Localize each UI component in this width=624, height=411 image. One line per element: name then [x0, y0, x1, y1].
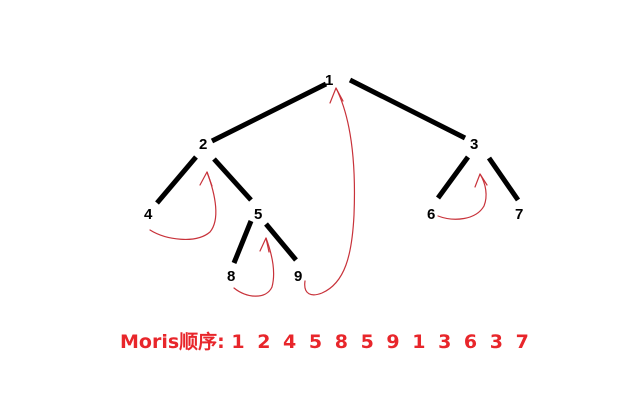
caption-label: Moris顺序:: [120, 331, 225, 353]
node-6: 6: [427, 206, 435, 223]
edge-5-8: [231, 220, 254, 264]
node-7: 7: [515, 206, 523, 223]
thread-arrowhead-6-to-3: [474, 173, 488, 188]
node-5: 5: [254, 206, 262, 223]
thread-arrowhead-8-to-5: [259, 237, 270, 253]
edge-1-3: [348, 77, 467, 141]
thread-arrow-9-to-1: [304, 87, 356, 296]
tree-nodes: 1 2 3 4 5 6 7 8 9: [144, 72, 523, 285]
tree-edges: [155, 77, 521, 264]
thread-arrow-6-to-3: [437, 173, 487, 220]
thread-arrows: [149, 87, 488, 297]
node-2: 2: [199, 136, 207, 153]
thread-arrow-8-to-5: [233, 237, 275, 297]
node-8: 8: [227, 268, 235, 285]
thread-arrowhead-4-to-2: [199, 171, 213, 187]
edge-2-4: [155, 155, 198, 205]
morris-order-caption: Moris顺序: 1 2 4 5 8 5 9 1 3 6 3 7: [120, 327, 532, 354]
edge-3-6: [435, 155, 471, 200]
caption-sequence: 1 2 4 5 8 5 9 1 3 6 3 7: [231, 331, 532, 353]
node-4: 4: [144, 206, 153, 223]
edge-1-2: [210, 81, 328, 144]
node-3: 3: [470, 136, 478, 153]
edge-2-5: [212, 157, 253, 202]
thread-arrowhead-9-to-1: [329, 87, 344, 104]
node-9: 9: [294, 268, 302, 285]
node-1: 1: [325, 72, 333, 89]
thread-arrow-4-to-2: [149, 171, 217, 240]
edge-3-7: [486, 156, 521, 202]
edge-5-9: [264, 222, 298, 262]
